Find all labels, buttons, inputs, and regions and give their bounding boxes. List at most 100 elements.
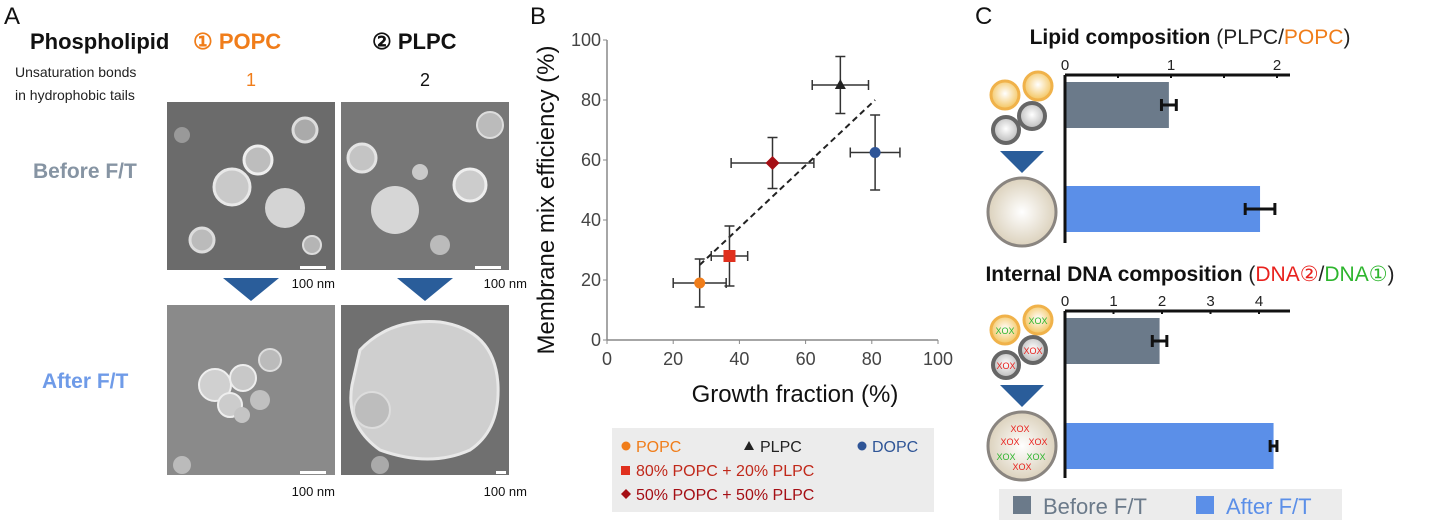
error-bar <box>1268 440 1279 452</box>
data-point <box>723 250 736 262</box>
scale-bar-label: 100 nm <box>484 484 527 499</box>
fused-dna-vesicle-icon: XOX XOX XOX XOX XOX XOX <box>986 410 1058 482</box>
dna-bar-chart: 0 1 2 3 4 <box>1061 293 1290 478</box>
x-tick-label: 1 <box>1167 57 1175 74</box>
arrow-down-icon <box>223 278 279 301</box>
data-point <box>694 277 706 289</box>
legend-label-80-20: 80% POPC + 20% PLPC <box>636 463 814 480</box>
arrow-down-icon <box>1000 385 1044 407</box>
bar-after <box>1065 423 1274 469</box>
error-bar <box>1243 203 1277 215</box>
y-tick-label: 80 <box>581 90 601 110</box>
dna-chart-title: Internal DNA composition (DNA②/DNA①) <box>985 263 1394 286</box>
x-tick-label: 80 <box>862 349 882 369</box>
data-point <box>869 147 881 158</box>
unsaturation-label-line1: Unsaturation bonds <box>15 64 136 80</box>
bar-before <box>1065 318 1160 364</box>
small-vesicles-icon <box>989 70 1054 145</box>
scale-bar-label: 100 nm <box>292 276 335 291</box>
error-bar <box>1150 335 1169 347</box>
arrow-down-icon <box>1000 151 1044 173</box>
y-tick-label: 100 <box>571 30 601 50</box>
unsaturation-plpc: 2 <box>420 70 430 90</box>
x-tick-label: 2 <box>1158 293 1166 310</box>
svg-text:XOX: XOX <box>996 452 1015 462</box>
legend-swatch-before <box>1013 496 1031 514</box>
legend-label-before: Before F/T <box>1043 494 1147 519</box>
panel-label-a: A <box>4 3 20 30</box>
svg-text:XOX: XOX <box>1012 462 1031 472</box>
x-tick-label: 40 <box>729 349 749 369</box>
micrograph-plpc-after <box>341 305 509 475</box>
x-tick-label: 1 <box>1109 293 1117 310</box>
phospholipid-header: Phospholipid <box>30 29 169 54</box>
panel-a: A Phospholipid ① POPC ② PLPC Unsaturatio… <box>4 3 527 499</box>
x-tick-label: 2 <box>1273 57 1281 74</box>
svg-text:XOX: XOX <box>1028 437 1047 447</box>
panel-label-b: B <box>530 3 546 30</box>
legend-marker-dope <box>857 441 867 451</box>
bar-legend: Before F/T After F/T <box>999 489 1342 520</box>
unsaturation-popc: 1 <box>246 70 256 90</box>
bar-before <box>1065 82 1169 128</box>
legend-label-plpc: PLPC <box>760 439 802 456</box>
scatter-legend: POPC PLPC DOPC 80% POPC + 20% PLPC 50% P… <box>612 428 934 512</box>
svg-text:XOX: XOX <box>1010 424 1029 434</box>
y-axis-label: Membrane mix efficiency (%) <box>533 46 560 355</box>
arrow-down-icon <box>397 278 453 301</box>
data-point <box>834 79 846 89</box>
svg-text:XOX: XOX <box>1028 316 1047 326</box>
trendline <box>698 99 876 266</box>
panel-c: C Lipid composition (PLPC/POPC) Internal… <box>975 3 1395 520</box>
y-tick-label: 0 <box>591 330 601 350</box>
svg-text:XOX: XOX <box>1023 346 1042 356</box>
lipid-chart-title: Lipid composition (PLPC/POPC) <box>1030 26 1351 49</box>
popc-header: ① POPC <box>193 29 281 54</box>
data-point <box>765 156 780 170</box>
scale-bar-label: 100 nm <box>484 276 527 291</box>
x-tick-label: 3 <box>1206 293 1214 310</box>
x-tick-label: 4 <box>1255 293 1263 310</box>
x-tick-label: 20 <box>663 349 683 369</box>
x-tick-label: 60 <box>796 349 816 369</box>
x-axis-label: Growth fraction (%) <box>692 381 899 408</box>
svg-text:XOX: XOX <box>1000 437 1019 447</box>
svg-text:XOX: XOX <box>995 326 1014 336</box>
scatter-plot: 0 20 40 60 80 100 0 20 40 60 80 100 <box>571 30 953 369</box>
y-tick-label: 40 <box>581 210 601 230</box>
legend-label-dopc: DOPC <box>872 439 918 456</box>
x-tick-label: 100 <box>923 349 953 369</box>
legend-marker-plpc <box>744 441 754 450</box>
after-ft-label: After F/T <box>42 370 129 393</box>
before-ft-label: Before F/T <box>33 160 137 183</box>
error-bars <box>730 136 815 190</box>
y-tick-label: 20 <box>581 270 601 290</box>
unsaturation-label-line2: in hydrophobic tails <box>15 87 135 103</box>
dna-vesicles-icon: XOX XOX XOX XOX <box>989 304 1054 380</box>
legend-marker-50-50 <box>621 489 631 499</box>
legend-label-50-50: 50% POPC + 50% PLPC <box>636 487 814 504</box>
panel-label-c: C <box>975 3 992 30</box>
x-tick-label: 0 <box>1061 57 1069 74</box>
legend-label-popc: POPC <box>636 439 681 456</box>
fused-vesicle-icon <box>986 176 1058 248</box>
x-tick-label: 0 <box>1061 293 1069 310</box>
legend-marker-popc <box>621 441 631 451</box>
micrograph-popc-after <box>167 305 335 475</box>
plpc-header: ② PLPC <box>372 29 457 54</box>
panel-b: B 0 20 40 60 80 100 0 20 40 60 80 100 Growth fracti… <box>530 3 953 512</box>
micrograph-popc-before <box>167 102 335 270</box>
x-tick-label: 0 <box>602 349 612 369</box>
scale-bar-label: 100 nm <box>292 484 335 499</box>
y-tick-label: 60 <box>581 150 601 170</box>
lipid-bar-chart: 0 1 2 <box>1061 57 1290 243</box>
svg-text:XOX: XOX <box>996 361 1015 371</box>
legend-label-after: After F/T <box>1226 494 1312 519</box>
micrograph-plpc-before <box>341 102 509 270</box>
svg-text:XOX: XOX <box>1026 452 1045 462</box>
bar-after <box>1065 186 1261 232</box>
error-bar <box>1159 99 1178 111</box>
legend-marker-80-20 <box>621 466 630 475</box>
legend-swatch-after <box>1196 496 1214 514</box>
